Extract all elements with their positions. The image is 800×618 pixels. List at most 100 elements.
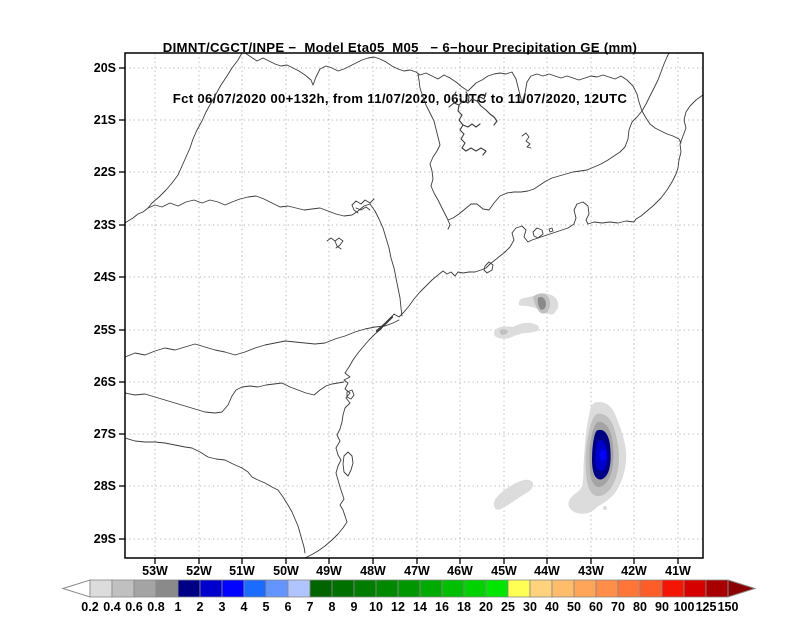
precipitation-shading (493, 293, 627, 514)
precip-cell-c-shell-light (493, 479, 534, 510)
colorbar-tick-label: 2 (197, 600, 204, 614)
colorbar-cell (287, 579, 311, 598)
colorbar-tick-label: 40 (545, 600, 559, 614)
colorbar-cell (133, 579, 157, 598)
island-sao-sebastiao (483, 261, 494, 274)
colorbar-tick-label: 1 (175, 600, 182, 614)
colorbar-cell (617, 579, 641, 598)
colorbar: 0.2 0.4 0.6 0.8 1 2 3 4 5 6 7 8 9 10 12 14 16 18 20 25 30 40 5… (61, 579, 757, 614)
colorbar-tick-label: 100 (674, 600, 695, 614)
colorbar-tick-label: 7 (307, 600, 314, 614)
colorbar-tick-label: 14 (413, 600, 427, 614)
island-ilha-comprida (375, 315, 394, 333)
reservoir-paranapanema (351, 198, 375, 214)
colorbar-cell (111, 579, 135, 598)
island-small-rj (548, 227, 554, 233)
colorbar-cell (705, 579, 729, 598)
colorbar-tick-label: 5 (263, 600, 270, 614)
plot-title-line1: DIMNT/CGCT/INPE − Model Eta05_M05_ − 6−h… (162, 40, 638, 55)
border-rio-grande (244, 52, 643, 112)
colorbar-cell (485, 579, 509, 598)
border-rj-es (641, 110, 682, 144)
lon-label: 50W (273, 564, 299, 578)
colorbar-tick-label: 10 (369, 600, 383, 614)
colorbar-tick-label: 70 (611, 600, 625, 614)
reservoir-furnas (448, 91, 498, 156)
colorbar-tick-label: 80 (633, 600, 647, 614)
precip-cell-b-shell-light (494, 322, 539, 339)
colorbar-cell (177, 579, 201, 598)
colorbar-left-arrow (61, 579, 91, 598)
colorbar-tick-label: 9 (351, 600, 358, 614)
lat-label: 27S (94, 427, 116, 441)
colorbar-tick-label: 0.8 (147, 600, 164, 614)
lat-label: 25S (94, 323, 116, 337)
colorbar-right-arrow (727, 579, 757, 598)
lon-label: 41W (665, 564, 691, 578)
colorbar-cell (661, 579, 685, 598)
colorbar-cell (595, 579, 619, 598)
colorbar-tick-label: 4 (241, 600, 248, 614)
colorbar-tick-label: 25 (501, 600, 515, 614)
colorbar-tick-label: 60 (589, 600, 603, 614)
colorbar-cell (375, 579, 399, 598)
colorbar-cell (397, 579, 421, 598)
colorbar-cell (309, 579, 333, 598)
colorbar-cell (353, 579, 377, 598)
lon-label: 46W (447, 564, 473, 578)
colorbar-tick-label: 18 (457, 600, 471, 614)
river-squiggle-east (521, 132, 532, 149)
lon-label: 53W (142, 564, 168, 578)
lat-label: 21S (94, 113, 116, 127)
island-sao-francisco (346, 389, 355, 400)
colorbar-tick-label: 0.6 (125, 600, 142, 614)
lat-label: 24S (94, 270, 116, 284)
lon-label: 42W (621, 564, 647, 578)
river-iguacu (124, 319, 400, 358)
border-mg-rj (447, 110, 643, 230)
colorbar-tick-label: 16 (435, 600, 449, 614)
lon-label: 45W (491, 564, 517, 578)
colorbar-tick-label: 20 (479, 600, 493, 614)
colorbar-tick-label: 90 (655, 600, 669, 614)
river-ribeira (326, 237, 344, 250)
border-sc-rs (124, 437, 306, 554)
lat-label: 26S (94, 375, 116, 389)
colorbar-tick-label: 3 (219, 600, 226, 614)
precip-cell-a-core (537, 296, 546, 310)
precip-main-outlier-dot (603, 506, 607, 510)
colorbar-tick-label: 125 (696, 600, 717, 614)
map-frame (124, 52, 704, 559)
lat-label: 22S (94, 165, 116, 179)
lon-label: 43W (578, 564, 604, 578)
lon-axis-labels: 53W 52W 51W 50W 49W 48W 47W 46W 45W 44W … (142, 564, 691, 578)
border-mg-es (641, 52, 670, 112)
geography-lines (124, 52, 704, 559)
axis-ticks (119, 67, 679, 564)
colorbar-tick-label: 150 (718, 600, 739, 614)
colorbar-cell (529, 579, 553, 598)
colorbar-cell (243, 579, 267, 598)
lon-label: 52W (186, 564, 212, 578)
island-florianopolis (342, 451, 354, 477)
colorbar-cell (683, 579, 707, 598)
lon-label: 44W (534, 564, 560, 578)
colorbar-cell (89, 579, 113, 598)
lon-label: 48W (360, 564, 386, 578)
border-parana-river (124, 52, 243, 224)
colorbar-cell (155, 579, 179, 598)
lon-label: 51W (229, 564, 255, 578)
border-mg-sp (417, 73, 449, 221)
colorbar-cell (639, 579, 663, 598)
precip-main-core (599, 449, 607, 461)
colorbar-cell (507, 579, 531, 598)
lat-label: 23S (94, 218, 116, 232)
colorbar-cell (265, 579, 289, 598)
colorbar-tick-label: 12 (391, 600, 405, 614)
colorbar-cell (331, 579, 355, 598)
colorbar-tick-label: 30 (523, 600, 537, 614)
border-sp-pr-south (369, 203, 403, 317)
precip-cell-b-shell-mid (499, 329, 508, 335)
lat-label: 28S (94, 479, 116, 493)
colorbar-tick-label: 8 (329, 600, 336, 614)
